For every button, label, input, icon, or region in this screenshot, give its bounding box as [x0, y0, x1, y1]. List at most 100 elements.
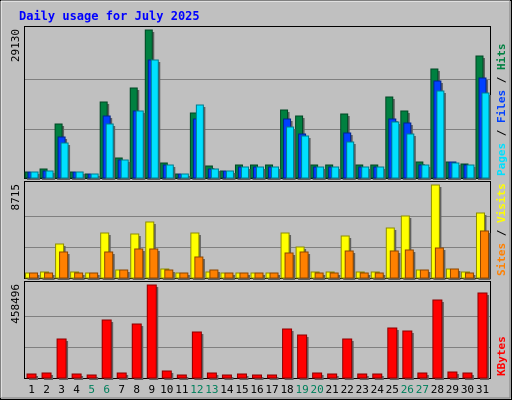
bar-kbytes-day-28	[432, 299, 444, 380]
x-tick-label: 10	[160, 383, 173, 396]
bar-kbytes-day-9	[146, 284, 159, 380]
bar-pages-day-29	[451, 162, 461, 180]
bar-sites-day-7	[119, 269, 130, 280]
legend-item: Visits	[495, 183, 508, 223]
x-tick-label: 30	[461, 383, 474, 396]
bar-kbytes-day-25	[387, 327, 399, 380]
panel-legend: KBytes	[495, 336, 508, 376]
bar-kbytes-day-4	[71, 373, 84, 380]
bar-sites-day-17	[269, 272, 281, 280]
panel-max-label: 29130	[9, 29, 22, 62]
bar-kbytes-day-7	[116, 372, 129, 380]
x-tick-label: 3	[58, 383, 65, 396]
bar-kbytes-day-11	[176, 374, 189, 380]
bar-pages-day-15	[240, 166, 251, 180]
bar-kbytes-day-30	[462, 372, 474, 380]
legend-item: /	[495, 70, 508, 90]
bar-kbytes-day-13	[206, 372, 219, 380]
panel-hits: 29130 Pages / Files / Hits	[9, 26, 508, 180]
bar-pages-day-10	[165, 164, 176, 180]
bar-kbytes-day-23	[357, 373, 369, 380]
bar-kbytes-day-5	[86, 374, 99, 380]
bar-kbytes-day-2	[41, 372, 54, 380]
bar-pages-day-16	[256, 166, 266, 180]
bar-kbytes-day-6	[101, 319, 114, 380]
bar-kbytes-day-22	[342, 338, 354, 380]
x-tick-label: 17	[265, 383, 278, 396]
legend-item: Pages	[495, 143, 508, 176]
x-tick-label: 23	[356, 383, 369, 396]
bar-kbytes-day-19	[297, 334, 309, 380]
panel-legend: Pages / Files / Hits	[495, 44, 508, 177]
bar-pages-day-19	[301, 135, 311, 180]
bar-sites-day-24	[374, 272, 386, 280]
bar-pages-day-17	[271, 166, 281, 180]
bar-kbytes-day-27	[417, 372, 429, 380]
x-tick-label: 12	[190, 383, 203, 396]
bar-kbytes-day-15	[236, 373, 249, 380]
x-tick-label: 8	[133, 383, 140, 396]
panel-legend: Sites / Visits	[495, 183, 508, 276]
bar-sites-day-26	[404, 249, 416, 280]
x-tick-label: 13	[205, 383, 218, 396]
bar-pages-day-5	[90, 173, 101, 180]
x-tick-label: 26	[401, 383, 414, 396]
bar-sites-day-29	[449, 268, 461, 280]
x-tick-label: 5	[88, 383, 95, 396]
bar-sites-day-6	[104, 251, 115, 280]
bar-kbytes-day-1	[26, 373, 39, 380]
x-tick-label: 18	[280, 383, 293, 396]
bar-sites-day-31	[479, 230, 491, 280]
panel-frame	[24, 26, 491, 179]
x-tick-label: 1	[28, 383, 35, 396]
bar-pages-day-7	[120, 159, 131, 180]
panel-max-label: 458496	[9, 284, 22, 324]
x-tick-label: 21	[326, 383, 339, 396]
bar-pages-day-8	[135, 110, 146, 180]
bar-pages-day-6	[105, 123, 116, 180]
bar-sites-day-21	[329, 272, 341, 280]
bar-sites-day-2	[44, 272, 55, 280]
legend-item: Files	[495, 90, 508, 123]
bar-sites-day-14	[224, 272, 235, 280]
bar-pages-day-24	[376, 166, 386, 180]
x-tick-label: 16	[250, 383, 263, 396]
x-tick-label: 14	[220, 383, 234, 396]
x-tick-label: 19	[295, 383, 308, 396]
bar-sites-day-19	[299, 251, 311, 280]
x-tick-label: 15	[235, 383, 248, 396]
bar-sites-day-25	[389, 250, 401, 280]
bar-pages-day-11	[180, 173, 191, 180]
panel-frame	[24, 181, 491, 279]
bar-kbytes-day-21	[327, 373, 339, 380]
bar-kbytes-day-24	[372, 373, 384, 380]
x-tick-label: 7	[118, 383, 125, 396]
bar-sites-day-4	[74, 272, 85, 280]
bar-sites-day-3	[59, 251, 70, 280]
x-axis: 1 2 3 4 5 6 7 8 9 10 11 12 13 14 15 16 17 18 19 20 21 22 23 24 2…	[28, 383, 489, 396]
chart-panels: 29130 Pages / Files / Hits 8715 Sites / Vis…	[9, 26, 508, 380]
bar-sites-day-11	[179, 272, 190, 280]
bar-kbytes-day-8	[131, 323, 144, 380]
bar-pages-day-2	[45, 170, 56, 180]
panel-frame	[24, 281, 491, 379]
legend-item: Hits	[495, 44, 508, 71]
bar-sites-day-23	[359, 272, 371, 280]
bar-pages-day-14	[225, 170, 236, 180]
x-tick-label: 25	[386, 383, 399, 396]
bar-sites-day-13	[209, 269, 220, 280]
bar-kbytes-day-31	[477, 292, 489, 380]
bar-pages-day-12	[195, 104, 206, 180]
x-tick-label: 4	[73, 383, 80, 396]
panel-max-label: 8715	[9, 184, 22, 211]
x-tick-label: 31	[476, 383, 489, 396]
x-tick-label: 20	[311, 383, 324, 396]
bar-sites-day-27	[419, 269, 431, 280]
bar-kbytes-day-17	[267, 374, 279, 380]
bar-sites-day-18	[284, 252, 296, 280]
bar-sites-day-10	[164, 269, 175, 280]
bar-pages-day-13	[210, 168, 221, 180]
x-tick-label: 28	[431, 383, 444, 396]
x-tick-label: 24	[371, 383, 385, 396]
